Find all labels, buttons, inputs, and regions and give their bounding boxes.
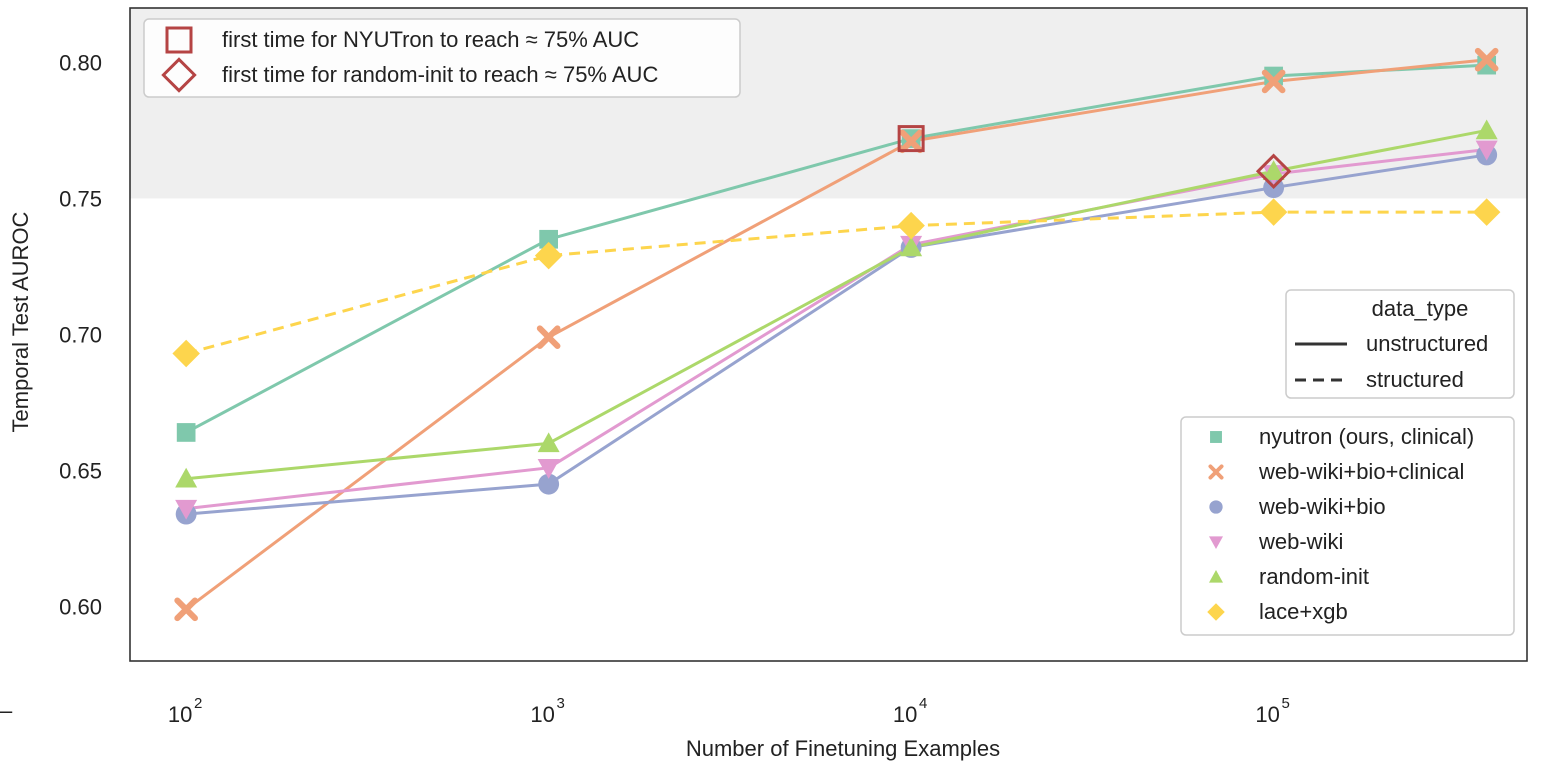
data-point bbox=[1261, 69, 1286, 94]
legend-series-label: web-wiki+bio+clinical bbox=[1258, 459, 1464, 484]
x-tick-exponent: 2 bbox=[194, 695, 202, 712]
x-axis-label: Number of Finetuning Examples bbox=[686, 736, 1000, 761]
legend-box bbox=[1180, 416, 1515, 636]
x-tick-exponent: 3 bbox=[556, 695, 564, 712]
highlight-marker bbox=[897, 125, 925, 153]
legend-series-marker bbox=[1207, 603, 1225, 621]
y-tick-label: 0.70 bbox=[59, 323, 102, 348]
x-axis-ticks: 10 2 10 3 10 4 10 5 bbox=[168, 695, 1290, 727]
x-tick-label: 10 bbox=[530, 702, 554, 727]
data-point bbox=[1259, 198, 1288, 226]
data-point bbox=[900, 236, 923, 257]
data-point bbox=[174, 597, 198, 622]
data-point bbox=[899, 129, 923, 154]
data-point bbox=[539, 229, 558, 249]
data-point bbox=[172, 339, 200, 368]
legend-highlight-label: first time for NYUTron to reach ≈ 75% AU… bbox=[222, 27, 639, 52]
x-tick-label: 10 bbox=[893, 702, 917, 727]
y-tick-label: 0.75 bbox=[59, 186, 102, 211]
data-point bbox=[1475, 140, 1498, 161]
legend-title: data_type bbox=[1372, 296, 1469, 321]
legend-series-marker bbox=[1209, 570, 1223, 583]
data-point bbox=[1475, 119, 1498, 140]
data-point bbox=[176, 423, 196, 442]
data-point bbox=[538, 473, 560, 495]
legend-series-label: nyutron (ours, clinical) bbox=[1259, 424, 1474, 449]
data-point bbox=[537, 459, 560, 479]
y-axis-ticks: 0.60 0.65 0.70 0.75 0.80 bbox=[59, 50, 102, 619]
legend-series-marker bbox=[1208, 464, 1224, 480]
legend-data-type: data_type unstructured structured bbox=[1285, 289, 1515, 399]
data-point bbox=[897, 211, 925, 240]
y-tick-label: 0.65 bbox=[59, 459, 102, 484]
legend-highlights: first time for NYUTron to reach ≈ 75% AU… bbox=[143, 18, 741, 98]
stray-dash-mark: – bbox=[0, 698, 13, 723]
highlight-marker bbox=[1255, 153, 1292, 189]
y-tick-label: 0.80 bbox=[59, 50, 102, 75]
legend-highlight-marker bbox=[165, 26, 193, 54]
legend-series-label: web-wiki bbox=[1258, 529, 1343, 554]
legend-style-label: unstructured bbox=[1366, 331, 1488, 356]
highlight-markers bbox=[897, 125, 1292, 189]
y-tick-label: 0.60 bbox=[59, 595, 102, 620]
legend-highlight-marker bbox=[161, 57, 197, 93]
data-point bbox=[1262, 160, 1285, 181]
data-point bbox=[175, 467, 198, 488]
x-tick-label: 10 bbox=[1255, 702, 1279, 727]
x-tick-label: 10 bbox=[168, 702, 192, 727]
legend-series-label: web-wiki+bio bbox=[1258, 494, 1386, 519]
x-tick-exponent: 5 bbox=[1281, 695, 1289, 712]
data-point bbox=[537, 432, 560, 453]
legend-style-label: structured bbox=[1366, 367, 1464, 392]
series-markers bbox=[172, 47, 1501, 622]
legend-box bbox=[143, 18, 741, 98]
legend-series-label: lace+xgb bbox=[1259, 599, 1348, 624]
data-point bbox=[1472, 198, 1501, 226]
plot-frame bbox=[129, 7, 1528, 662]
legend-series: nyutron (ours, clinical) web-wiki+bio+cli… bbox=[1180, 416, 1515, 636]
legend-highlight-label: first time for random-init to reach ≈ 75… bbox=[222, 62, 658, 87]
legend-series-label: random-init bbox=[1259, 564, 1369, 589]
legend-box bbox=[1285, 289, 1515, 399]
legend-series-marker bbox=[1209, 500, 1223, 514]
data-point bbox=[1474, 47, 1499, 72]
data-point bbox=[534, 241, 563, 270]
y-axis-label: Temporal Test AUROC bbox=[8, 211, 33, 432]
legend-series-marker bbox=[1209, 536, 1223, 549]
x-tick-exponent: 4 bbox=[919, 695, 927, 712]
legend-series-marker bbox=[1210, 431, 1222, 443]
data-point bbox=[536, 325, 561, 350]
data-point bbox=[175, 499, 198, 520]
